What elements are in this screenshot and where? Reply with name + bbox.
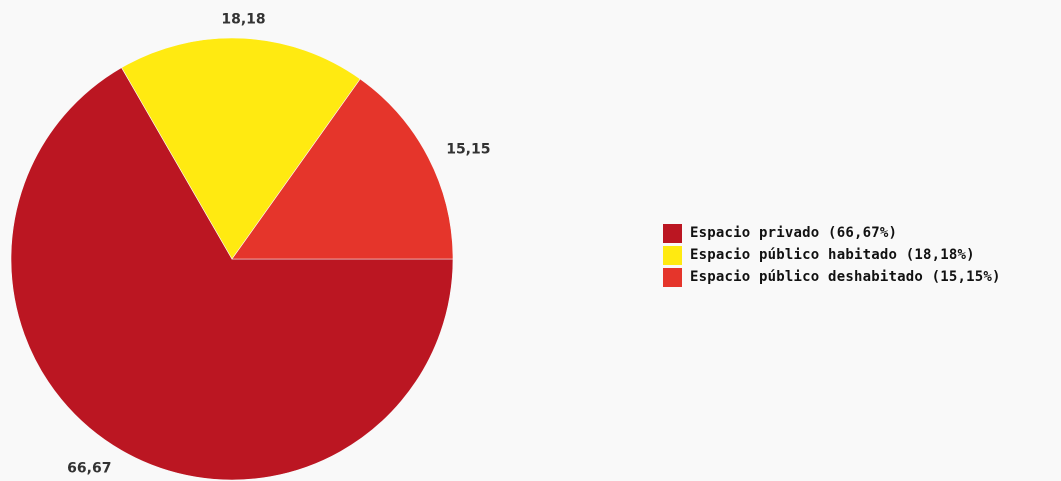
legend-item-espacio-privado[interactable]: Espacio privado (66,67%)	[663, 222, 1001, 244]
legend: Espacio privado (66,67%) Espacio público…	[663, 222, 1001, 288]
legend-swatch-espacio-privado	[663, 223, 682, 243]
legend-swatch-espacio-publico-deshabitado	[663, 267, 682, 287]
legend-swatch-espacio-publico-habitado	[663, 245, 682, 265]
pie-slice-espacio-publico-deshabitado[interactable]	[231, 78, 454, 260]
pie-slice-label-espacio-publico-habitado: 18,18	[221, 11, 265, 27]
legend-item-espacio-publico-habitado[interactable]: Espacio público habitado (18,18%)	[663, 244, 1001, 266]
legend-label-espacio-privado: Espacio privado (66,67%)	[690, 225, 898, 241]
legend-item-espacio-publico-deshabitado[interactable]: Espacio público deshabitado (15,15%)	[663, 266, 1001, 288]
pie-slice-espacio-publico-habitado[interactable]	[121, 37, 361, 260]
pie-slice-espacio-privado[interactable]	[10, 67, 454, 481]
legend-label-espacio-publico-deshabitado: Espacio público deshabitado (15,15%)	[690, 269, 1001, 285]
pie-slice-labels: 66,67 18,18 15,15	[67, 11, 490, 476]
pie-slice-label-espacio-publico-deshabitado: 15,15	[446, 142, 490, 158]
pie-slices	[10, 37, 454, 481]
legend-label-espacio-publico-habitado: Espacio público habitado (18,18%)	[690, 247, 975, 263]
pie-slice-label-espacio-privado: 66,67	[67, 461, 111, 477]
